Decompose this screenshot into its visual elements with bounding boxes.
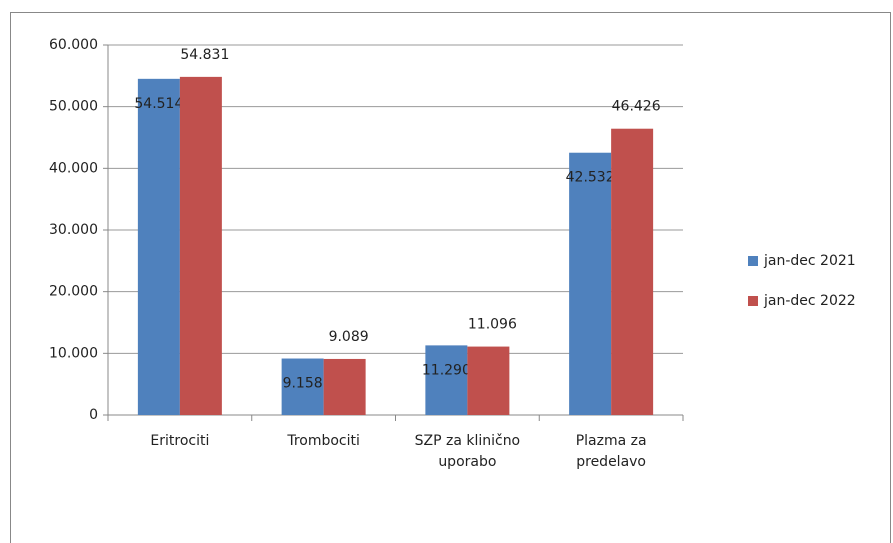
- x-tick-label: Trombociti: [287, 433, 360, 449]
- data-label: 11.290: [422, 362, 471, 378]
- data-label: 42.532: [566, 170, 615, 186]
- bar: [137, 78, 180, 416]
- y-tick-label: 30.000: [49, 222, 98, 238]
- bar: [569, 152, 612, 415]
- x-tick-label: SZP za klinično uporabo: [414, 433, 521, 470]
- legend-label: jan-dec 2021: [763, 253, 856, 269]
- legend-swatch: [748, 256, 758, 266]
- legend-label: jan-dec 2022: [763, 293, 856, 309]
- y-tick-label: 20.000: [49, 284, 98, 300]
- data-label: 46.426: [612, 99, 661, 115]
- bar: [467, 346, 510, 415]
- y-tick-label: 50.000: [49, 99, 98, 115]
- x-tick-label: Plazma za predelavo: [575, 433, 647, 470]
- data-label: 9.158: [283, 376, 323, 392]
- chart-frame: [10, 12, 891, 543]
- y-tick-label: 40.000: [49, 160, 98, 176]
- data-label: 54.514: [134, 96, 183, 112]
- y-tick-label: 60.000: [49, 37, 98, 53]
- bar: [425, 345, 468, 415]
- bar: [179, 76, 222, 416]
- y-tick-label: 10.000: [49, 345, 98, 361]
- bar: [611, 128, 654, 415]
- data-label: 9.089: [329, 329, 369, 345]
- x-tick-label: Eritrociti: [150, 433, 210, 449]
- data-label: 11.096: [468, 317, 517, 333]
- data-label: 54.831: [180, 47, 229, 63]
- y-tick-label: 0: [89, 407, 98, 423]
- legend-swatch: [748, 296, 758, 306]
- bar: [323, 358, 366, 415]
- bar: [281, 358, 324, 415]
